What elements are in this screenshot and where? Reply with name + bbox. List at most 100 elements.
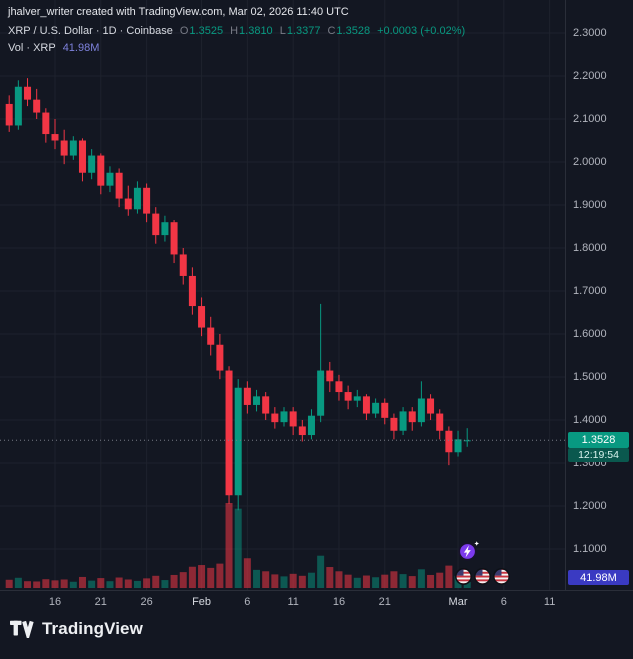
candle-body: [344, 392, 352, 401]
candle-body: [51, 134, 59, 141]
volume-bar: [298, 575, 306, 588]
volume-bar: [161, 580, 169, 588]
candlestick-chart: [0, 0, 565, 590]
price-axis-label: 1.7000: [573, 285, 607, 297]
time-axis-label: 16: [332, 596, 346, 608]
volume-bar: [143, 578, 151, 588]
price-axis[interactable]: 2.3000 2.2000 2.1000 2.0000 1.9000 1.8000 1.70…: [565, 0, 633, 590]
volume-bar: [234, 508, 242, 588]
candle-body: [5, 103, 13, 126]
volume-bar: [445, 565, 453, 588]
lightning-event-icon[interactable]: [458, 540, 480, 562]
volume-bar: [188, 566, 196, 588]
price-axis-label: 1.2000: [573, 500, 607, 512]
candle-body: [78, 140, 86, 173]
last-price-badge: 1.3528: [568, 432, 629, 448]
volume-bar: [78, 576, 86, 588]
volume-bar: [417, 569, 425, 588]
tradingview-logo-text: TradingView: [42, 619, 143, 638]
price-axis-label: 1.8000: [573, 242, 607, 254]
candle-body: [143, 187, 151, 214]
candle-body: [124, 198, 132, 210]
us-flag-icon[interactable]: [455, 568, 472, 585]
tradingview-logo-icon: [10, 620, 34, 638]
volume-bar: [207, 567, 215, 588]
candle-body: [317, 370, 325, 416]
legend-symbol-row: XRP / U.S. Dollar · 1D · Coinbase O1.3525…: [8, 23, 465, 40]
time-axis-label: 26: [140, 596, 153, 608]
candle-body: [362, 396, 370, 414]
legend-open-label: O: [179, 25, 189, 37]
volume-bar: [353, 577, 361, 588]
candle-body: [326, 370, 334, 382]
candle-body: [88, 155, 96, 173]
candle-body: [133, 187, 141, 210]
legend-symbol[interactable]: XRP / U.S. Dollar · 1D · Coinbase: [8, 25, 173, 37]
candle-body: [207, 327, 215, 345]
volume-bar: [198, 565, 206, 588]
volume-bar: [60, 579, 68, 588]
volume-bar: [170, 574, 178, 588]
price-axis-label: 1.4000: [573, 414, 607, 426]
candle-body: [234, 387, 242, 496]
legend-open-value: 1.3525: [189, 25, 224, 37]
candle-body: [280, 411, 288, 423]
candle-body: [198, 306, 206, 328]
candle-body: [262, 396, 270, 414]
attribution-text: jhalver_writer created with TradingView.…: [8, 6, 349, 18]
time-axis-label: 6: [244, 596, 251, 608]
time-axis[interactable]: 16 21 26 Feb 6 11 16 21 Mar 6 11: [0, 590, 633, 616]
volume-axis-badge: 41.98M: [568, 570, 629, 585]
volume-bar: [152, 575, 160, 588]
volume-bar: [399, 574, 407, 588]
volume-bar: [280, 576, 288, 588]
price-axis-label: 1.6000: [573, 328, 607, 340]
volume-bar: [51, 580, 59, 588]
candle-body: [445, 430, 453, 453]
volume-bar: [271, 574, 279, 588]
volume-bar: [289, 573, 297, 588]
candle-body: [307, 415, 315, 436]
chart-legend: XRP / U.S. Dollar · 1D · Coinbase O1.3525…: [8, 23, 465, 57]
legend-volume-label[interactable]: Vol · XRP: [8, 42, 56, 54]
price-axis-label: 1.5000: [573, 371, 607, 383]
time-axis-label: Mar: [448, 596, 468, 608]
candle-body: [298, 426, 306, 436]
legend-change: +0.0003 (+0.02%): [377, 25, 466, 37]
volume-bar: [372, 577, 380, 588]
us-flag-icon[interactable]: [493, 568, 510, 585]
volume-bar: [33, 581, 41, 588]
candle-body: [179, 254, 187, 276]
volume-bar: [390, 571, 398, 588]
legend-volume-row: Vol · XRP 41.98M: [8, 40, 465, 57]
candle-body: [427, 398, 435, 414]
candle-body: [106, 172, 114, 186]
volume-bar: [179, 572, 187, 588]
volume-bar: [42, 579, 50, 588]
candle-body: [69, 140, 77, 156]
chart-plot[interactable]: [0, 0, 565, 590]
candle-body: [170, 222, 178, 255]
candle-body: [243, 387, 251, 405]
volume-bar: [381, 574, 389, 588]
price-axis-label: 2.1000: [573, 113, 607, 125]
candle-body: [454, 439, 462, 453]
bar-countdown-badge: 12:19:54: [568, 448, 629, 462]
candle-body: [60, 140, 68, 156]
candle-body: [188, 275, 196, 307]
legend-low-value: 1.3377: [286, 25, 321, 37]
volume-bar: [216, 563, 224, 588]
volume-bar: [5, 579, 13, 588]
tradingview-logo[interactable]: TradingView: [10, 619, 143, 639]
candle-body: [381, 402, 389, 418]
candles-layer: [5, 78, 471, 511]
legend-close-value: 1.3528: [336, 25, 371, 37]
time-axis-label: 21: [378, 596, 391, 608]
legend-high-label: H: [230, 25, 239, 37]
volume-bar: [88, 580, 96, 588]
candle-body: [216, 344, 224, 371]
volume-bar: [436, 572, 444, 588]
time-axis-label: 16: [48, 596, 62, 608]
us-flag-icon[interactable]: [474, 568, 491, 585]
